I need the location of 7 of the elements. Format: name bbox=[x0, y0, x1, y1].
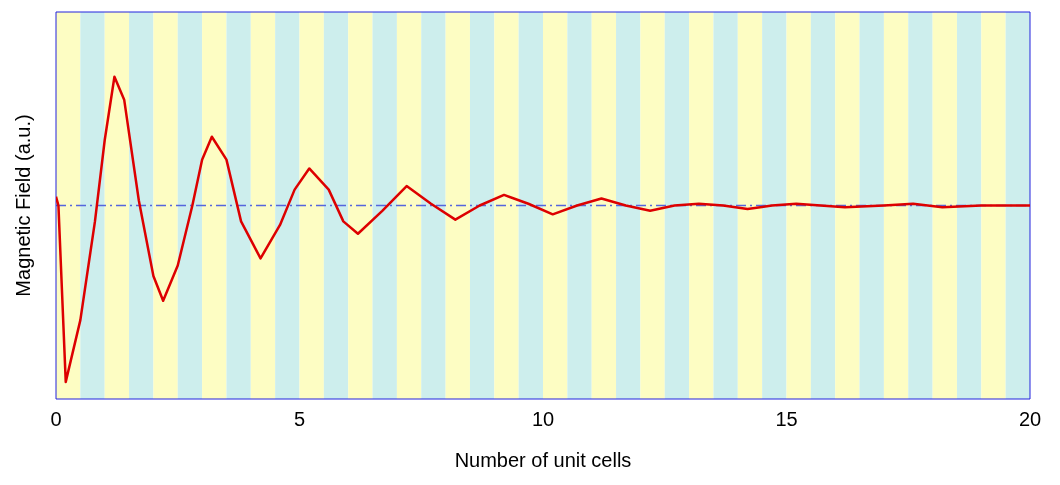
x-tick-label: 5 bbox=[293, 407, 306, 430]
x-tick-label: 15 bbox=[775, 407, 798, 430]
x-tick-label: 10 bbox=[531, 407, 555, 430]
y-axis-title: Magnetic Field (a.u.) bbox=[11, 114, 34, 297]
x-tick-label: 0 bbox=[50, 407, 62, 430]
x-tick-label: 20 bbox=[1018, 407, 1042, 430]
x-axis-title: Number of unit cells bbox=[454, 448, 632, 471]
